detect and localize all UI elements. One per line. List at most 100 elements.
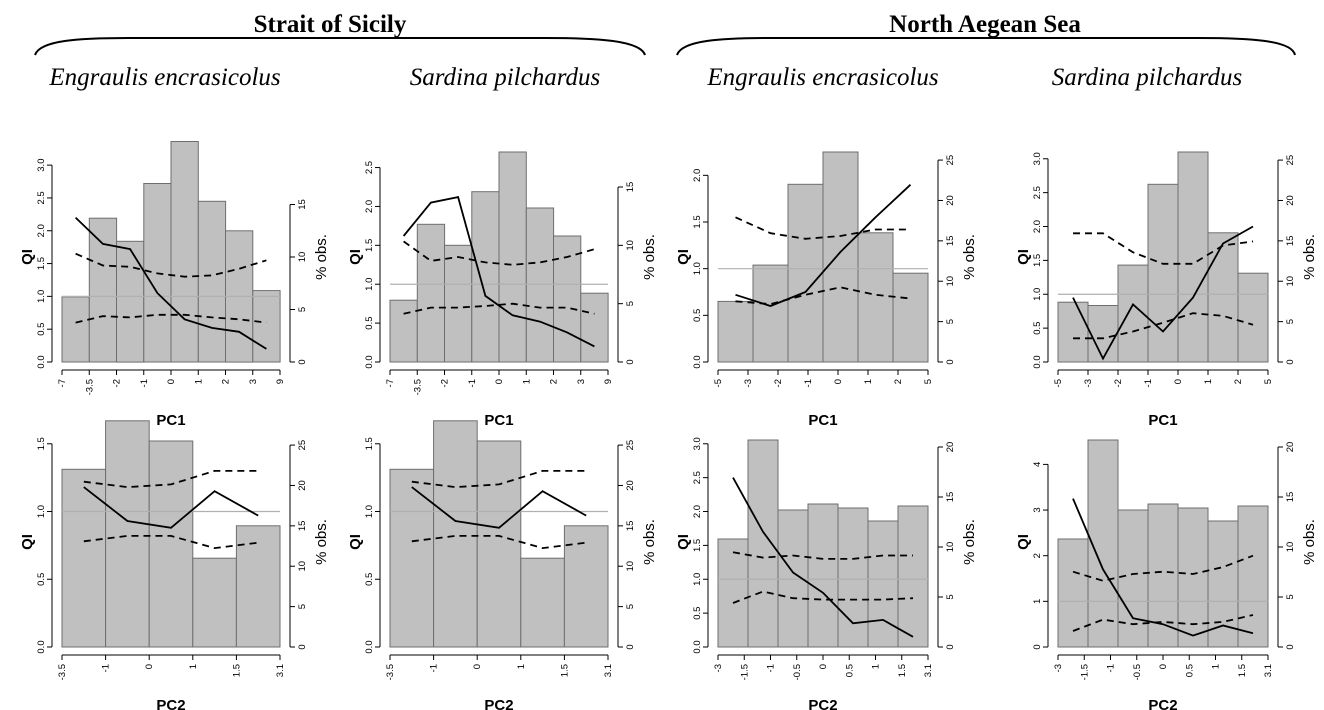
y-tick-label: 2.0	[692, 169, 703, 182]
x-tick-label: 0.5	[844, 664, 855, 677]
histogram-bar	[777, 509, 809, 648]
y2-tick-label: 25	[1285, 155, 1296, 166]
y2-tick-label: 10	[297, 252, 308, 263]
y-axis-label: QI	[347, 249, 364, 265]
x-tick-label: 1.5	[231, 664, 242, 677]
x-tick-label: -3.5	[385, 664, 396, 680]
y-tick-label: 1.0	[692, 262, 703, 275]
x-tick-label: -7	[385, 379, 396, 387]
x-tick-label: 0.5	[1184, 664, 1195, 677]
x-tick-label: -3	[713, 664, 724, 672]
histogram-bar	[857, 232, 894, 363]
qi-line	[1072, 498, 1254, 637]
x-axis-label: PC1	[484, 412, 513, 429]
y-tick-label: 2.5	[692, 471, 703, 484]
x-tick-label: 2	[221, 379, 232, 384]
y2-tick-label: 5	[297, 307, 308, 312]
x-tick-label: -5	[1053, 379, 1064, 387]
histogram-bar	[433, 420, 478, 648]
y-tick-label: 0.0	[1032, 355, 1043, 368]
y-tick-label: 1.5	[364, 437, 375, 450]
histogram-bar	[807, 503, 839, 648]
x-tick-label: 3	[248, 379, 259, 384]
y-axis-label: QI	[19, 534, 36, 550]
chart-panel-6: 0.0 0.5 1.0 1.5 0 5 10 15 20 25 -3.5 -1 0 1 1.5 3.1 QI % …	[347, 420, 658, 710]
ci-lower-line	[75, 313, 267, 324]
y2-tick-label: 25	[297, 440, 308, 451]
histogram-bar	[476, 440, 522, 648]
y2-tick-label: 15	[625, 521, 636, 532]
y-tick-label: 1.0	[36, 290, 47, 303]
y2-axis-label: % obs.	[313, 234, 330, 280]
x-tick-label: -2	[1113, 379, 1124, 387]
histogram-bar	[1237, 272, 1269, 363]
x-tick-label: -3.5	[412, 379, 423, 395]
x-tick-label: -1.5	[739, 664, 750, 680]
x-tick-label: -3	[1053, 664, 1064, 672]
region-title-sicily: Strait of Sicily	[254, 11, 407, 38]
histogram-bar	[717, 538, 749, 648]
y-axis-label: QI	[1015, 249, 1032, 265]
y2-tick-label: 20	[945, 442, 956, 453]
y2-tick-label: 5	[945, 319, 956, 324]
chart-panel-5: 0.0 0.5 1.0 1.5 0 5 10 15 20 25 -3.5 -1 0 1 1.5 3.1 QI % …	[19, 420, 330, 710]
y-tick-label: 2.0	[692, 505, 703, 518]
x-tick-label: 5	[1263, 379, 1274, 384]
y2-tick-label: 0	[945, 644, 956, 649]
y2-tick-label: 0	[1285, 359, 1296, 364]
x-axis-label: PC2	[484, 697, 513, 710]
y2-tick-label: 10	[1285, 542, 1296, 553]
histogram-bar	[1087, 305, 1119, 363]
x-tick-label: 1	[193, 379, 204, 384]
y2-tick-label: 20	[1285, 442, 1296, 453]
histogram-bar	[416, 223, 446, 363]
y-tick-label: 0.5	[36, 573, 47, 586]
y2-tick-label: 5	[625, 301, 636, 306]
y2-tick-label: 0	[1285, 644, 1296, 649]
x-tick-label: 3.1	[923, 664, 934, 677]
y-tick-label: 1	[1032, 599, 1043, 604]
y-tick-label: 0.5	[364, 317, 375, 330]
qi-line	[732, 477, 914, 638]
x-tick-label: 9	[275, 379, 286, 384]
x-tick-label: -1	[766, 664, 777, 672]
x-tick-label: 1.5	[559, 664, 570, 677]
y-tick-label: 0.5	[1032, 322, 1043, 335]
histogram-bar	[787, 183, 824, 363]
x-tick-label: 1.5	[1237, 664, 1248, 677]
histogram-bar	[170, 141, 199, 363]
histogram-bar	[822, 151, 859, 363]
ci-upper-line	[1073, 232, 1254, 265]
y-tick-label: 3	[1032, 507, 1043, 512]
y-tick-label: 1.0	[692, 573, 703, 586]
x-tick-label: 0	[818, 664, 829, 669]
y2-tick-label: 5	[297, 604, 308, 609]
y-tick-label: 0.0	[364, 355, 375, 368]
ci-upper-line	[403, 240, 595, 266]
x-tick-label: -1	[467, 379, 478, 387]
chart-panel-2: 0.0 0.5 1.0 1.5 2.0 2.5 0 5 10 15 -7 -3.5 -2 -1 0 1 2 3 9 Q…	[347, 151, 658, 429]
histogram-bar	[1207, 232, 1239, 363]
x-tick-label: 1	[863, 379, 874, 384]
x-tick-label: 1	[188, 664, 199, 669]
histogram-bar	[235, 525, 281, 648]
y-tick-label: 3.0	[36, 159, 47, 172]
y-tick-label: 1.0	[1032, 288, 1043, 301]
histogram-bar	[197, 200, 227, 363]
y-tick-label: 0	[1032, 644, 1043, 649]
y2-tick-label: 15	[625, 182, 636, 193]
qi-line	[83, 486, 259, 529]
y2-tick-label: 5	[625, 604, 636, 609]
histogram-bar	[471, 191, 500, 363]
qi-line	[735, 184, 912, 307]
x-tick-label: 0	[1173, 379, 1184, 384]
x-axis-label: PC2	[156, 697, 185, 710]
x-axis-label: PC1	[808, 412, 837, 429]
histogram-bar	[525, 207, 555, 363]
y-axis-label: QI	[675, 249, 692, 265]
y-tick-label: 0.5	[692, 309, 703, 322]
ci-lower-line	[411, 535, 587, 550]
x-tick-label: -5	[713, 379, 724, 387]
x-tick-label: 2	[893, 379, 904, 384]
